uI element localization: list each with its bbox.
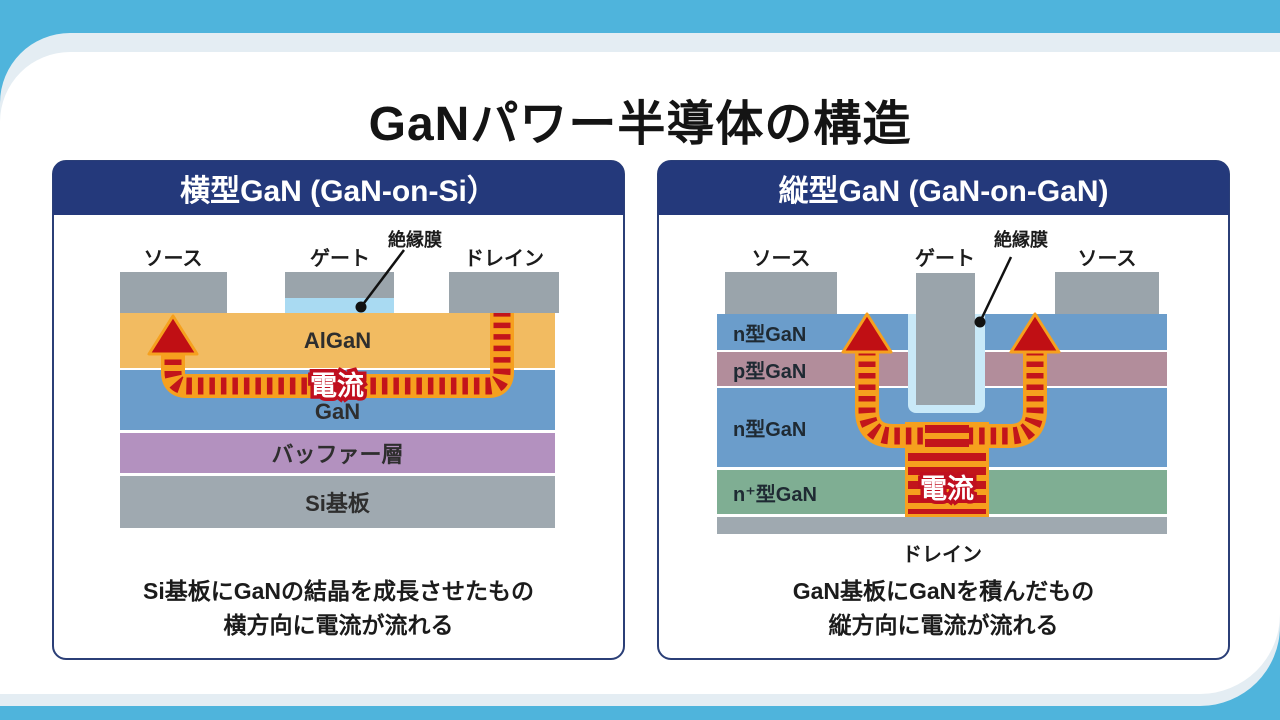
source-right-label: ソース: [1077, 248, 1137, 270]
drain-label: ドレイン: [464, 248, 544, 270]
current-vertical-band: [905, 422, 989, 517]
caption-line-2: 縦方向に電流が流れる: [828, 612, 1059, 638]
layer-drain-electrode: [717, 517, 1167, 534]
source-left-label: ソース: [751, 248, 811, 270]
layer-n-gan-lower-label: n型GaN: [733, 419, 807, 441]
gate-label: ゲート: [915, 248, 975, 270]
gate-label: ゲート: [310, 248, 370, 270]
panel-vertical-gan: 縦型GaN (GaN-on-GaN) ソース ゲート ソース 絶縁膜 n型GaN…: [657, 160, 1230, 660]
panel-lateral-caption: Si基板にGaNの結晶を成長させたもの 横方向に電流が流れる: [54, 574, 623, 642]
panel-lateral-gan: 横型GaN (GaN-on-Si） ソース ゲート ドレイン 絶縁膜 AlGaN…: [52, 160, 625, 660]
layer-algan: AlGaN: [120, 313, 555, 368]
panel-vertical-caption: GaN基板にGaNを積んだもの 縦方向に電流が流れる: [659, 574, 1228, 642]
layer-stack: AlGaN GaN バッファー層 Si基板: [120, 313, 555, 528]
source-left-electrode: [725, 272, 837, 314]
layer-n-gan-top-label: n型GaN: [733, 323, 807, 346]
gate-insulator-film: [285, 298, 394, 313]
layer-algan-label: AlGaN: [303, 327, 372, 353]
page-title: GaNパワー半導体の構造: [368, 98, 912, 152]
source-right-electrode: [1055, 272, 1159, 314]
panel-vertical-header: 縦型GaN (GaN-on-GaN): [658, 161, 1229, 215]
insulator-film-label: 絶縁膜: [994, 230, 1048, 250]
gate-electrode: [285, 272, 394, 298]
source-electrode: [120, 272, 227, 313]
layer-buffer: バッファー層: [120, 433, 555, 473]
gate-electrode: [916, 273, 975, 405]
caption-line-1: Si基板にGaNの結晶を成長させたもの: [142, 578, 535, 604]
caption-line-1: GaN基板にGaNを積んだもの: [792, 578, 1095, 604]
caption-line-2: 横方向に電流が流れる: [223, 612, 454, 638]
layer-gan: GaN: [120, 370, 555, 430]
insulator-film-label: 絶縁膜: [388, 230, 442, 250]
drain-label: ドレイン: [902, 544, 982, 566]
layer-gan-label: GaN: [314, 399, 361, 424]
panel-lateral-header: 横型GaN (GaN-on-Si）: [53, 161, 624, 215]
drain-electrode: [449, 272, 559, 313]
layer-n-plus-gan-label: n⁺型GaN: [733, 483, 817, 506]
layer-p-gan-label: p型GaN: [733, 360, 807, 383]
layer-si-substrate: Si基板: [120, 476, 555, 528]
source-label: ソース: [143, 248, 203, 270]
layer-buffer-label: バッファー層: [271, 442, 404, 467]
layer-si-label: Si基板: [305, 491, 370, 516]
